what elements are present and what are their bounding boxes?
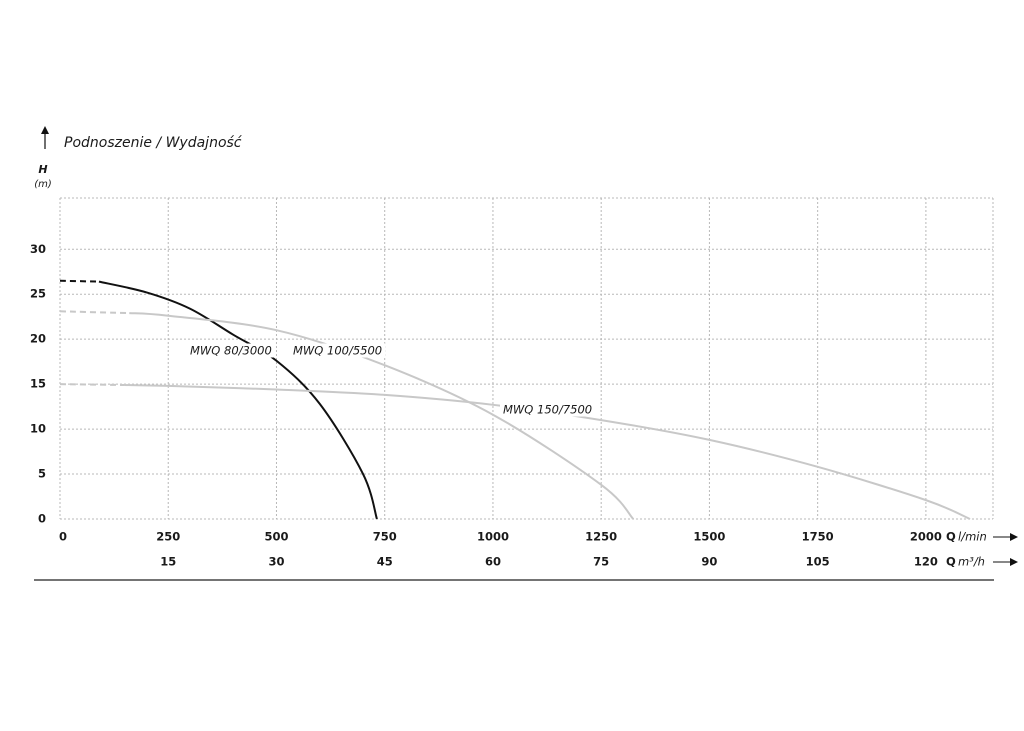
- curve: [129, 312, 634, 520]
- y-tick-label: 30: [30, 242, 46, 256]
- x-arrow-head: [1010, 533, 1018, 541]
- chart-title: Podnoszenie / Wydajność: [64, 135, 243, 151]
- x-tick-label: 1500: [693, 530, 725, 544]
- curve-dashed: [59, 310, 130, 315]
- x-tick-label: 1750: [802, 530, 834, 544]
- x-tick-label: 250: [156, 530, 180, 544]
- y-symbol: H: [38, 163, 47, 176]
- y-unit: (m): [34, 179, 52, 190]
- curve-label-bg: [290, 343, 386, 358]
- curve-label-bg: [500, 402, 596, 417]
- x-tick-label: 2000: [910, 530, 942, 544]
- x-tick-label: 0: [59, 530, 67, 544]
- x2-unit: m³/h: [958, 555, 985, 569]
- curve-dashed: [59, 383, 125, 387]
- x-tick-label: 1250: [585, 530, 617, 544]
- x2-arrow-head: [1010, 558, 1018, 566]
- plot: 0 5 10 15 20 25 30 0 250 500 750 1000 1250 1500 1750 20…: [30, 197, 994, 569]
- x-tick-label: 1000: [477, 530, 509, 544]
- x2-tick-label: 60: [485, 555, 501, 569]
- curve-dashed: [59, 279, 99, 283]
- x2-tick-label: 90: [701, 555, 717, 569]
- x2-tick-label: 120: [914, 555, 938, 569]
- curve-label: MWQ 100/5500: [293, 344, 382, 358]
- y-tick-label: 20: [30, 332, 46, 346]
- curve-label: MWQ 80/3000: [190, 344, 272, 358]
- x-tick-label: 750: [373, 530, 397, 544]
- curve: [98, 280, 378, 520]
- x-tick-label: 500: [264, 530, 288, 544]
- x2-tick-label: 105: [806, 555, 830, 569]
- y-arrow-head: [41, 126, 49, 134]
- y-tick-label: 25: [30, 287, 46, 301]
- y-tick-label: 10: [30, 422, 46, 436]
- x-unit: l/min: [958, 530, 987, 544]
- x2-tick-label: 30: [268, 555, 284, 569]
- x-symbol: Q: [946, 530, 956, 544]
- x2-symbol: Q: [946, 555, 956, 569]
- x2-tick-label: 15: [160, 555, 176, 569]
- curve-label-bg: [187, 343, 275, 358]
- x2-tick-label: 75: [593, 555, 609, 569]
- y-tick-label: 15: [30, 377, 46, 391]
- curve-label: MWQ 150/7500: [503, 403, 592, 417]
- y-tick-label: 5: [38, 467, 46, 481]
- y-tick-label: 0: [38, 512, 46, 526]
- x2-tick-label: 45: [377, 555, 393, 569]
